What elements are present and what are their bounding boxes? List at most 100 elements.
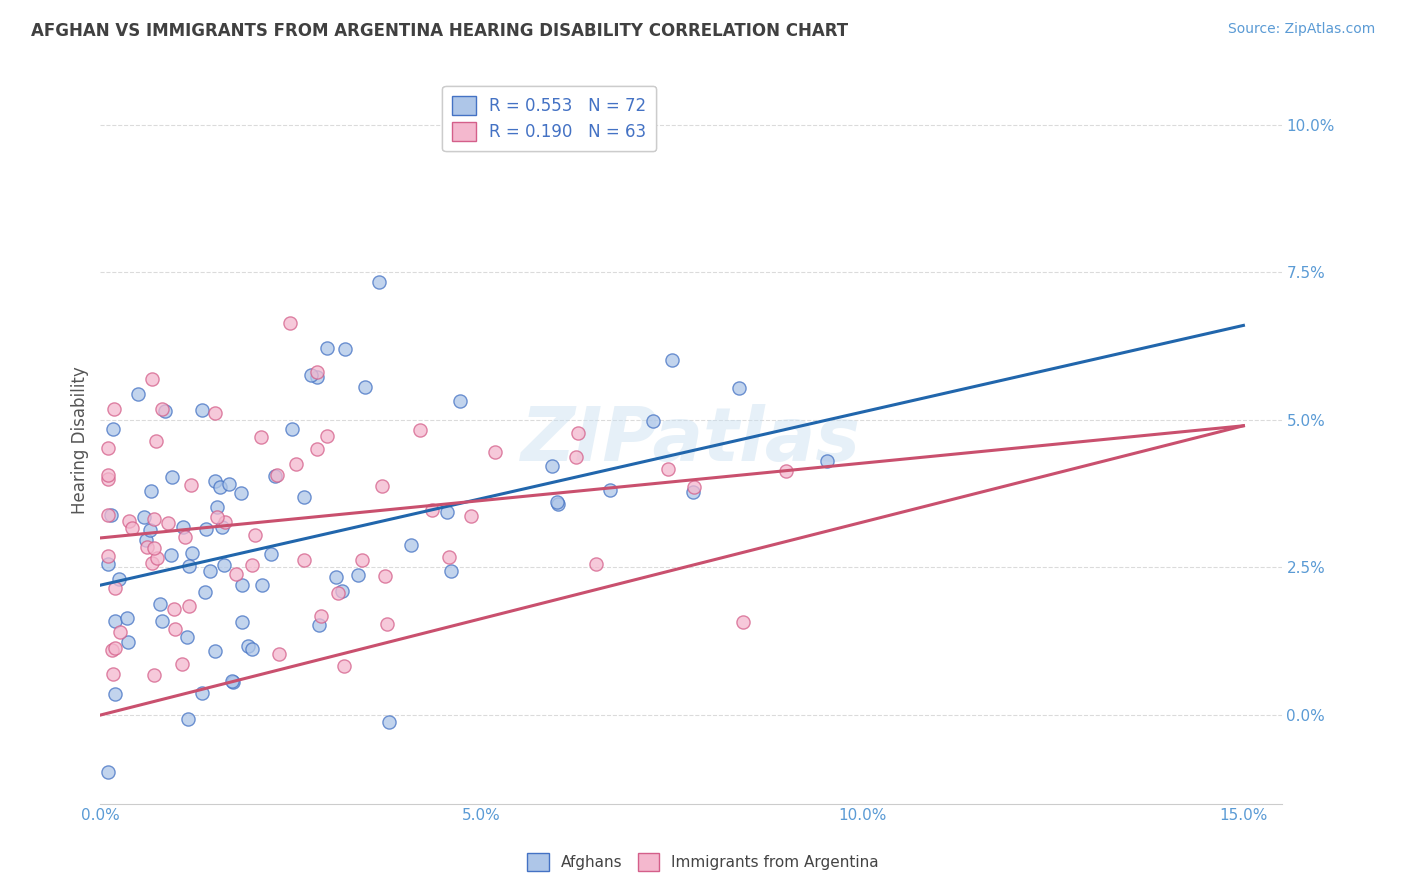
- Point: [567, 425, 589, 440]
- Point: [195, 522, 218, 536]
- Point: [101, 667, 124, 681]
- Point: [240, 558, 263, 573]
- Point: [200, 564, 222, 578]
- Point: [97, 441, 120, 455]
- Y-axis label: Hearing Disability: Hearing Disability: [72, 367, 89, 515]
- Point: [211, 520, 233, 534]
- Point: [177, 712, 200, 726]
- Point: [350, 553, 373, 567]
- Point: [657, 462, 679, 476]
- Point: [205, 510, 228, 524]
- Point: [194, 585, 217, 599]
- Point: [141, 372, 163, 386]
- Point: [221, 673, 243, 688]
- Point: [733, 615, 755, 629]
- Point: [132, 510, 155, 524]
- Point: [142, 668, 165, 682]
- Point: [420, 503, 443, 517]
- Point: [307, 442, 329, 457]
- Point: [97, 765, 120, 780]
- Point: [173, 530, 195, 544]
- Point: [179, 599, 201, 614]
- Point: [104, 581, 127, 595]
- Point: [484, 445, 506, 459]
- Point: [284, 457, 307, 471]
- Point: [728, 381, 751, 395]
- Point: [437, 550, 460, 565]
- Point: [307, 365, 329, 379]
- Point: [159, 549, 181, 563]
- Point: [269, 648, 291, 662]
- Point: [335, 342, 357, 356]
- Point: [264, 468, 287, 483]
- Point: [180, 546, 202, 560]
- Point: [682, 480, 704, 494]
- Point: [97, 508, 120, 522]
- Point: [127, 387, 149, 401]
- Point: [231, 578, 253, 592]
- Point: [240, 641, 263, 656]
- Point: [218, 477, 240, 491]
- Point: [103, 402, 125, 417]
- Point: [191, 686, 214, 700]
- Point: [222, 674, 245, 689]
- Point: [252, 578, 274, 592]
- Point: [449, 394, 471, 409]
- Point: [436, 505, 458, 519]
- Point: [231, 615, 253, 629]
- Point: [97, 468, 120, 483]
- Point: [107, 572, 129, 586]
- Point: [308, 618, 330, 632]
- Point: [353, 380, 375, 394]
- Point: [326, 586, 349, 600]
- Point: [104, 686, 127, 700]
- Point: [145, 434, 167, 448]
- Point: [231, 486, 253, 500]
- Point: [143, 512, 166, 526]
- Point: [309, 609, 332, 624]
- Point: [163, 602, 186, 616]
- Point: [641, 414, 664, 428]
- Point: [149, 597, 172, 611]
- Point: [115, 610, 138, 624]
- Point: [104, 640, 127, 655]
- Point: [104, 614, 127, 628]
- Point: [150, 615, 173, 629]
- Point: [440, 564, 463, 578]
- Legend: R = 0.553   N = 72, R = 0.190   N = 63: R = 0.553 N = 72, R = 0.190 N = 63: [443, 86, 657, 151]
- Point: [209, 480, 232, 494]
- Point: [547, 497, 569, 511]
- Point: [165, 622, 187, 636]
- Point: [101, 643, 124, 657]
- Point: [143, 541, 166, 556]
- Text: AFGHAN VS IMMIGRANTS FROM ARGENTINA HEARING DISABILITY CORRELATION CHART: AFGHAN VS IMMIGRANTS FROM ARGENTINA HEAR…: [31, 22, 848, 40]
- Point: [176, 630, 198, 644]
- Point: [212, 558, 235, 573]
- Point: [371, 479, 394, 493]
- Point: [108, 624, 131, 639]
- Point: [682, 485, 704, 500]
- Point: [281, 422, 304, 436]
- Point: [97, 557, 120, 571]
- Point: [249, 430, 271, 444]
- Point: [315, 428, 337, 442]
- Point: [399, 538, 422, 552]
- Point: [540, 458, 562, 473]
- Point: [775, 464, 797, 478]
- Point: [97, 549, 120, 563]
- Point: [204, 474, 226, 488]
- Point: [150, 401, 173, 416]
- Point: [408, 424, 430, 438]
- Text: Source: ZipAtlas.com: Source: ZipAtlas.com: [1227, 22, 1375, 37]
- Point: [191, 403, 214, 417]
- Point: [565, 450, 588, 465]
- Text: ZIPatlas: ZIPatlas: [522, 404, 860, 477]
- Point: [375, 616, 398, 631]
- Point: [266, 467, 288, 482]
- Point: [141, 556, 163, 570]
- Point: [214, 515, 236, 529]
- Point: [460, 508, 482, 523]
- Point: [139, 523, 162, 537]
- Point: [117, 634, 139, 648]
- Point: [305, 369, 328, 384]
